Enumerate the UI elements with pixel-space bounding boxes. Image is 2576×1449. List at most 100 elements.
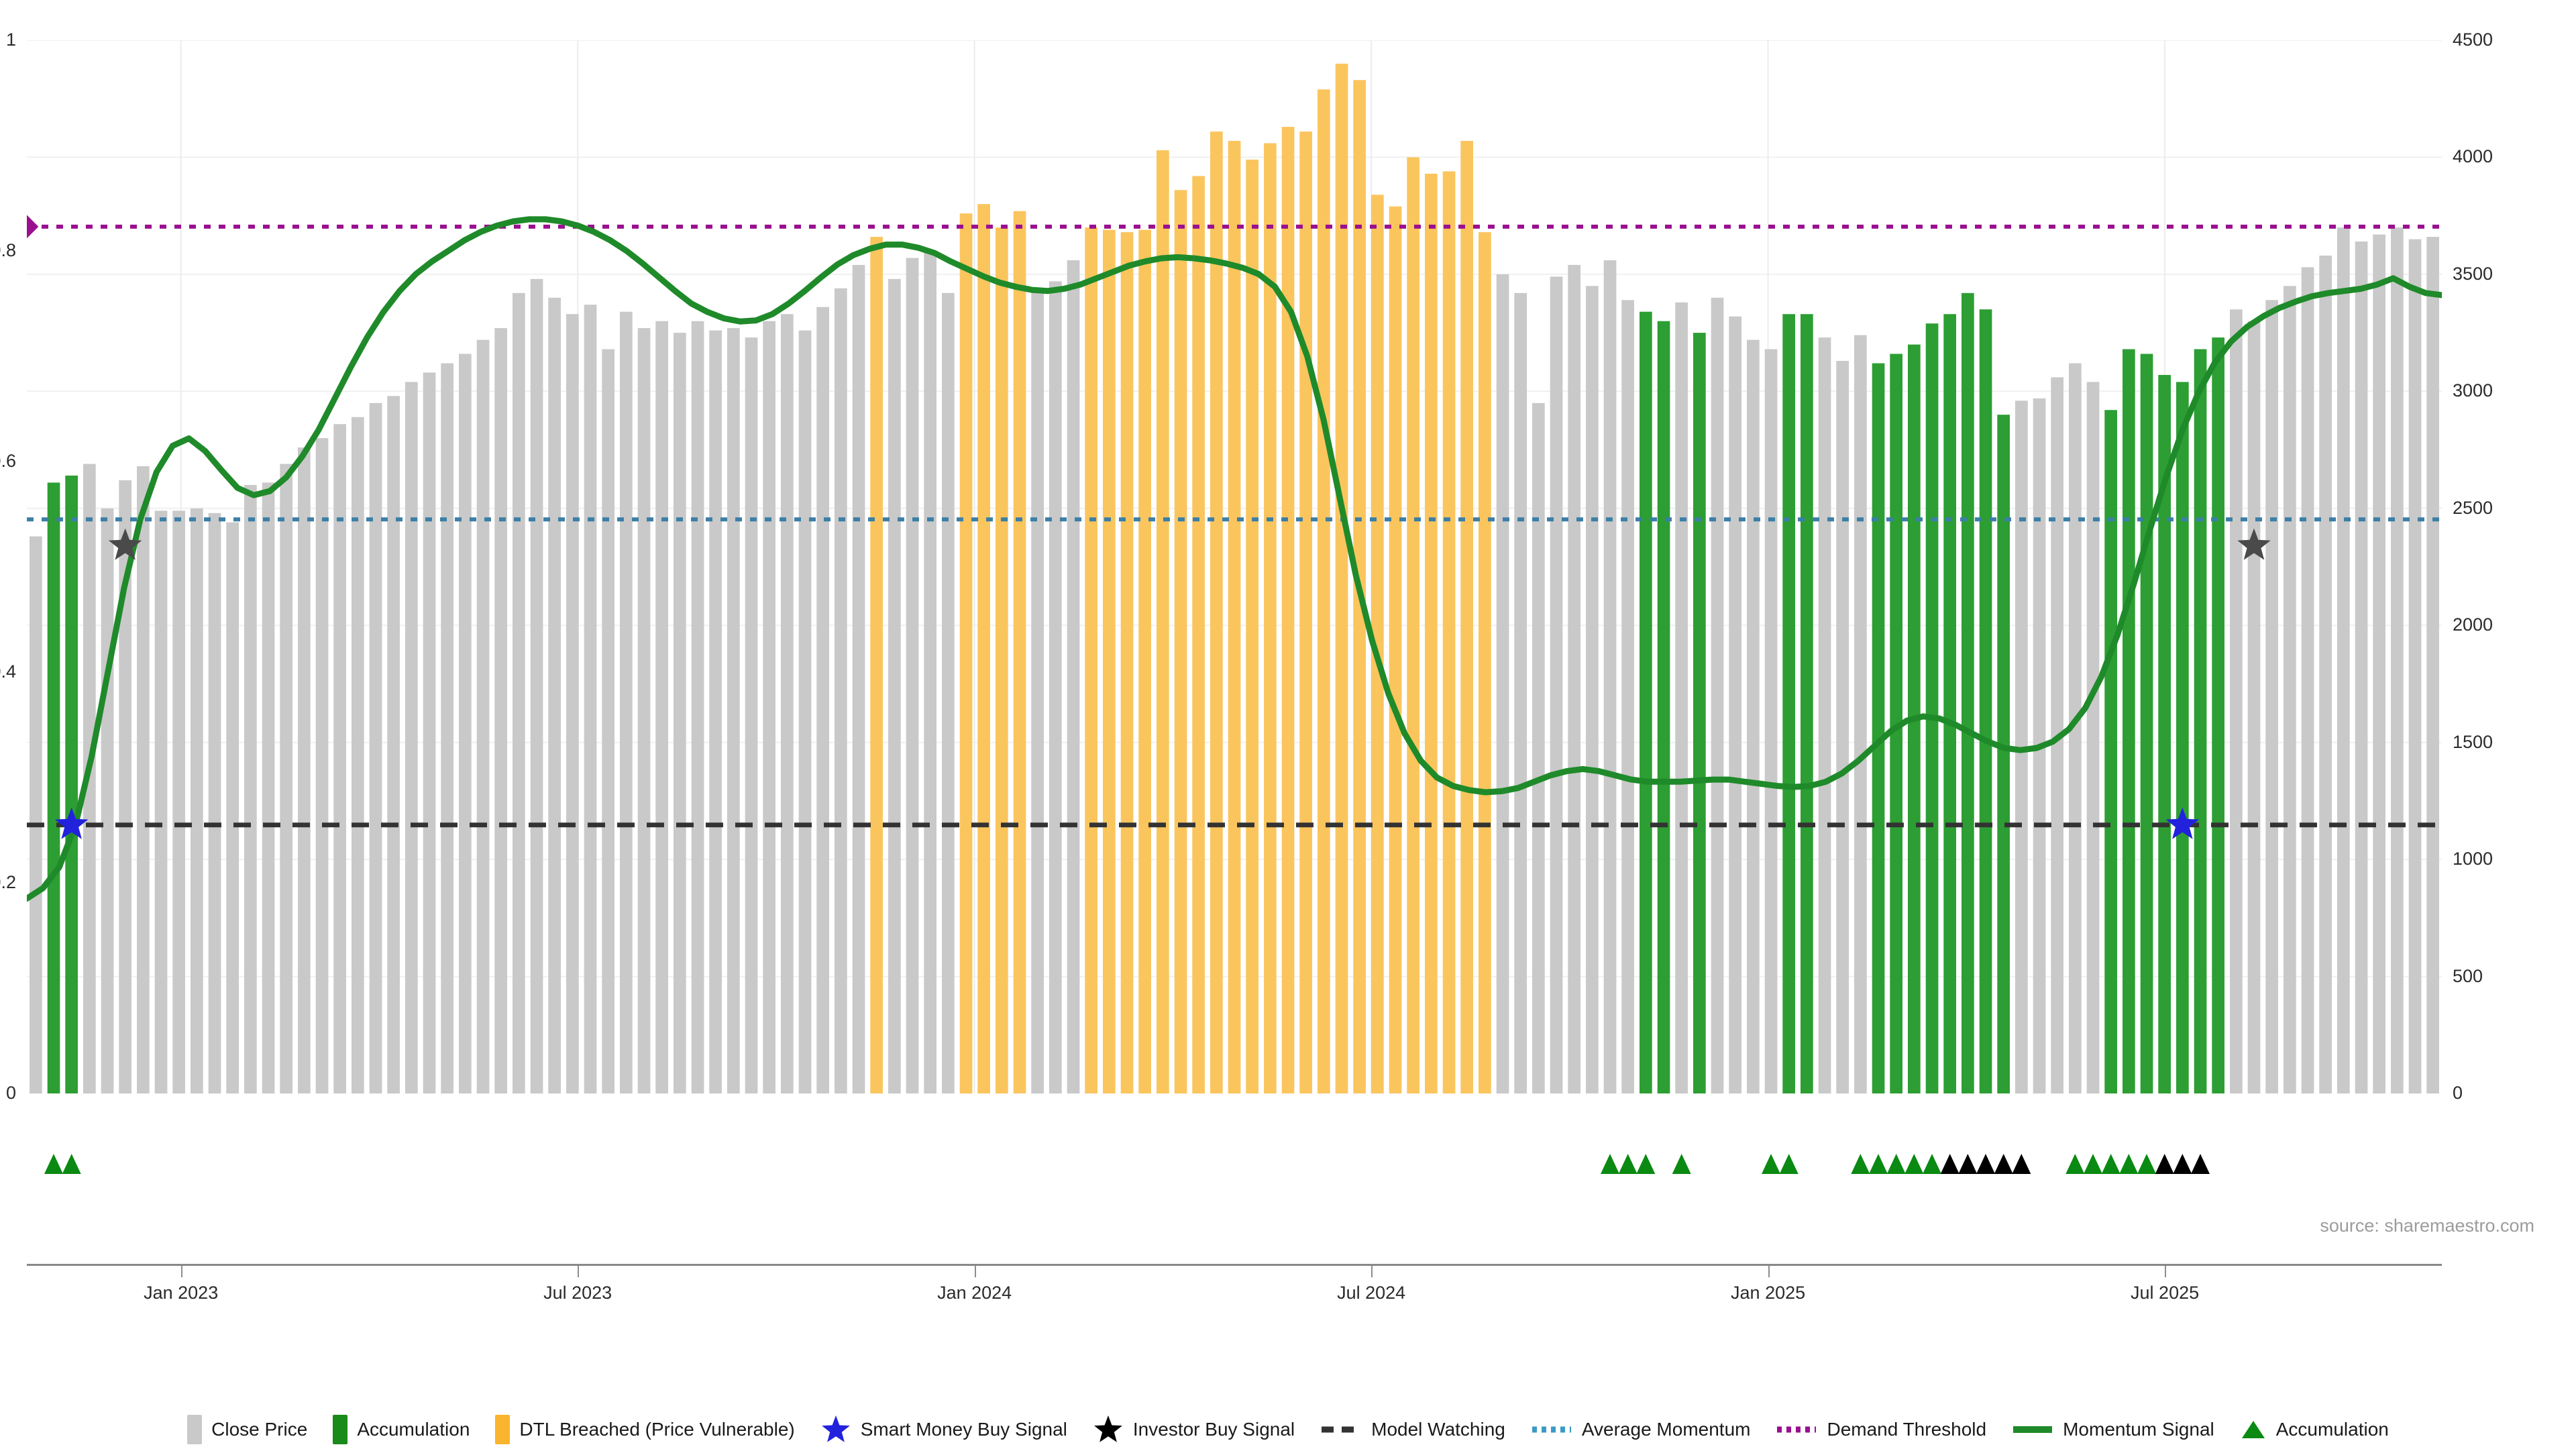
bar[interactable] xyxy=(1067,260,1080,1093)
bar[interactable] xyxy=(924,251,936,1093)
bar[interactable] xyxy=(1174,190,1187,1093)
bar[interactable] xyxy=(1854,335,1867,1093)
legend-item-investor-buy[interactable]: Investor Buy Signal xyxy=(1093,1414,1295,1445)
bar[interactable] xyxy=(781,314,794,1093)
bar[interactable] xyxy=(709,330,722,1093)
bar[interactable] xyxy=(727,328,740,1093)
bar[interactable] xyxy=(1747,339,1760,1093)
bar[interactable] xyxy=(2069,363,2082,1094)
bar[interactable] xyxy=(1264,143,1277,1094)
bar[interactable] xyxy=(816,307,829,1093)
bar[interactable] xyxy=(298,447,311,1093)
bar[interactable] xyxy=(387,396,400,1093)
accumulation-triangle[interactable] xyxy=(1618,1154,1638,1174)
bar[interactable] xyxy=(1603,260,1617,1093)
accumulation-triangle[interactable] xyxy=(2065,1154,2085,1174)
bar[interactable] xyxy=(942,292,955,1093)
accumulation-triangle[interactable] xyxy=(2155,1154,2174,1174)
bar[interactable] xyxy=(226,522,239,1093)
accumulation-triangle[interactable] xyxy=(2173,1154,2192,1174)
accumulation-triangle[interactable] xyxy=(1636,1154,1656,1174)
bar[interactable] xyxy=(1085,227,1097,1093)
bar[interactable] xyxy=(1479,232,1491,1093)
bar[interactable] xyxy=(2212,337,2224,1093)
bar[interactable] xyxy=(280,464,292,1094)
legend-item-close-price[interactable]: Close Price xyxy=(187,1415,307,1444)
bar[interactable] xyxy=(1013,211,1026,1093)
bar[interactable] xyxy=(208,513,221,1093)
bar[interactable] xyxy=(1586,286,1599,1093)
bar[interactable] xyxy=(333,424,346,1093)
bar[interactable] xyxy=(1640,311,1652,1093)
bar[interactable] xyxy=(1514,292,1527,1093)
bar[interactable] xyxy=(1371,195,1384,1093)
bar[interactable] xyxy=(1532,402,1545,1093)
bar[interactable] xyxy=(2247,321,2261,1093)
bar[interactable] xyxy=(2194,349,2207,1094)
accumulation-triangle[interactable] xyxy=(1851,1154,1870,1174)
accumulation-triangle[interactable] xyxy=(2137,1154,2156,1174)
bar[interactable] xyxy=(2086,382,2100,1093)
bar[interactable] xyxy=(1031,290,1044,1093)
bar[interactable] xyxy=(1962,292,1974,1093)
bar[interactable] xyxy=(798,330,812,1093)
bar[interactable] xyxy=(1246,159,1258,1093)
bar[interactable] xyxy=(2140,354,2153,1094)
bar[interactable] xyxy=(674,333,686,1093)
bar[interactable] xyxy=(888,278,901,1093)
bar[interactable] xyxy=(315,438,329,1093)
bar[interactable] xyxy=(2265,300,2278,1093)
bar[interactable] xyxy=(137,466,150,1093)
bar[interactable] xyxy=(835,288,847,1093)
bar[interactable] xyxy=(30,536,42,1093)
smart-money-buy-marker[interactable] xyxy=(54,807,89,839)
legend-item-momentum-signal[interactable]: Momentum Signal xyxy=(2012,1420,2214,1439)
accumulation-triangle[interactable] xyxy=(1994,1154,2013,1174)
bar[interactable] xyxy=(1442,171,1456,1093)
bar[interactable] xyxy=(2301,267,2314,1093)
bar[interactable] xyxy=(191,508,203,1093)
bar[interactable] xyxy=(1210,131,1223,1093)
bar[interactable] xyxy=(47,482,60,1093)
bar[interactable] xyxy=(691,321,704,1093)
bar[interactable] xyxy=(548,297,561,1093)
bar[interactable] xyxy=(119,480,131,1093)
bar[interactable] xyxy=(1693,333,1706,1093)
bar[interactable] xyxy=(2319,256,2332,1093)
bar[interactable] xyxy=(1568,264,1580,1093)
bar[interactable] xyxy=(959,213,973,1093)
bar[interactable] xyxy=(1460,141,1473,1093)
bar[interactable] xyxy=(459,354,472,1094)
bar[interactable] xyxy=(1675,302,1688,1093)
accumulation-triangle[interactable] xyxy=(1601,1154,1619,1174)
bar[interactable] xyxy=(172,511,185,1093)
bar[interactable] xyxy=(1192,176,1205,1093)
bar[interactable] xyxy=(513,292,525,1093)
bar[interactable] xyxy=(584,305,597,1093)
bar[interactable] xyxy=(1281,127,1295,1093)
bar[interactable] xyxy=(1550,276,1563,1093)
bar[interactable] xyxy=(763,321,775,1093)
bar[interactable] xyxy=(244,484,257,1093)
bar[interactable] xyxy=(154,511,168,1093)
legend-item-accumulation-bar[interactable]: Accumulation xyxy=(333,1415,470,1444)
bar[interactable] xyxy=(2355,241,2368,1093)
smart-money-buy-marker[interactable] xyxy=(2165,807,2200,839)
bar[interactable] xyxy=(1496,274,1509,1093)
bar[interactable] xyxy=(1997,415,2010,1093)
bar[interactable] xyxy=(1425,173,1438,1093)
legend-item-demand-threshold[interactable]: Demand Threshold xyxy=(1776,1420,1986,1439)
bar[interactable] xyxy=(2408,239,2422,1093)
bar[interactable] xyxy=(1621,300,1634,1093)
bar[interactable] xyxy=(996,227,1008,1093)
accumulation-triangle[interactable] xyxy=(44,1154,63,1174)
bar[interactable] xyxy=(2337,227,2350,1093)
bar[interactable] xyxy=(494,328,507,1093)
bar[interactable] xyxy=(101,508,114,1093)
investor-buy-marker[interactable] xyxy=(2237,528,2271,560)
bar[interactable] xyxy=(1925,323,1939,1093)
accumulation-triangle[interactable] xyxy=(2101,1154,2121,1174)
legend-item-average-momentum[interactable]: Average Momentum xyxy=(1531,1420,1750,1439)
bar[interactable] xyxy=(1657,321,1670,1093)
bar[interactable] xyxy=(1979,309,1992,1093)
